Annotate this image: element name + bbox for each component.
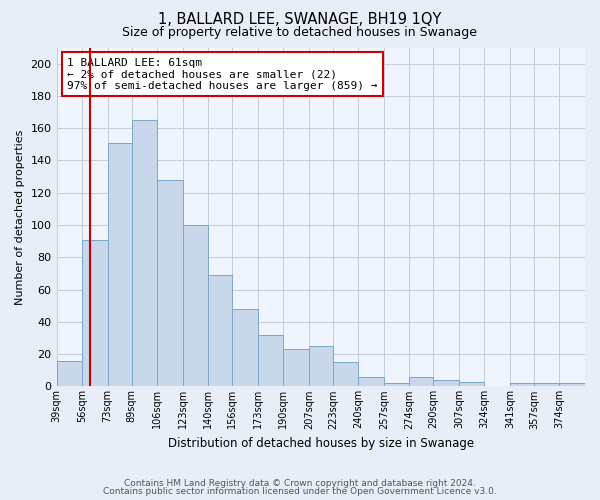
Bar [157,180,182,386]
Bar [333,362,358,386]
Bar [384,383,409,386]
Text: Contains HM Land Registry data © Crown copyright and database right 2024.: Contains HM Land Registry data © Crown c… [124,478,476,488]
Bar [232,309,258,386]
Bar [82,240,107,386]
Bar [459,382,484,386]
Bar [283,350,309,387]
Y-axis label: Number of detached properties: Number of detached properties [15,130,25,304]
Bar [510,383,534,386]
Bar [433,380,459,386]
Bar [182,225,208,386]
Text: 1, BALLARD LEE, SWANAGE, BH19 1QY: 1, BALLARD LEE, SWANAGE, BH19 1QY [158,12,442,28]
Text: 1 BALLARD LEE: 61sqm
← 2% of detached houses are smaller (22)
97% of semi-detach: 1 BALLARD LEE: 61sqm ← 2% of detached ho… [67,58,377,91]
X-axis label: Distribution of detached houses by size in Swanage: Distribution of detached houses by size … [168,437,474,450]
Bar [131,120,157,386]
Text: Size of property relative to detached houses in Swanage: Size of property relative to detached ho… [122,26,478,39]
Bar [309,346,333,387]
Bar [358,376,384,386]
Bar [107,142,131,386]
Bar [208,275,232,386]
Bar [534,383,559,386]
Bar [56,360,82,386]
Bar [559,383,585,386]
Bar [409,376,433,386]
Bar [258,334,283,386]
Text: Contains public sector information licensed under the Open Government Licence v3: Contains public sector information licen… [103,487,497,496]
